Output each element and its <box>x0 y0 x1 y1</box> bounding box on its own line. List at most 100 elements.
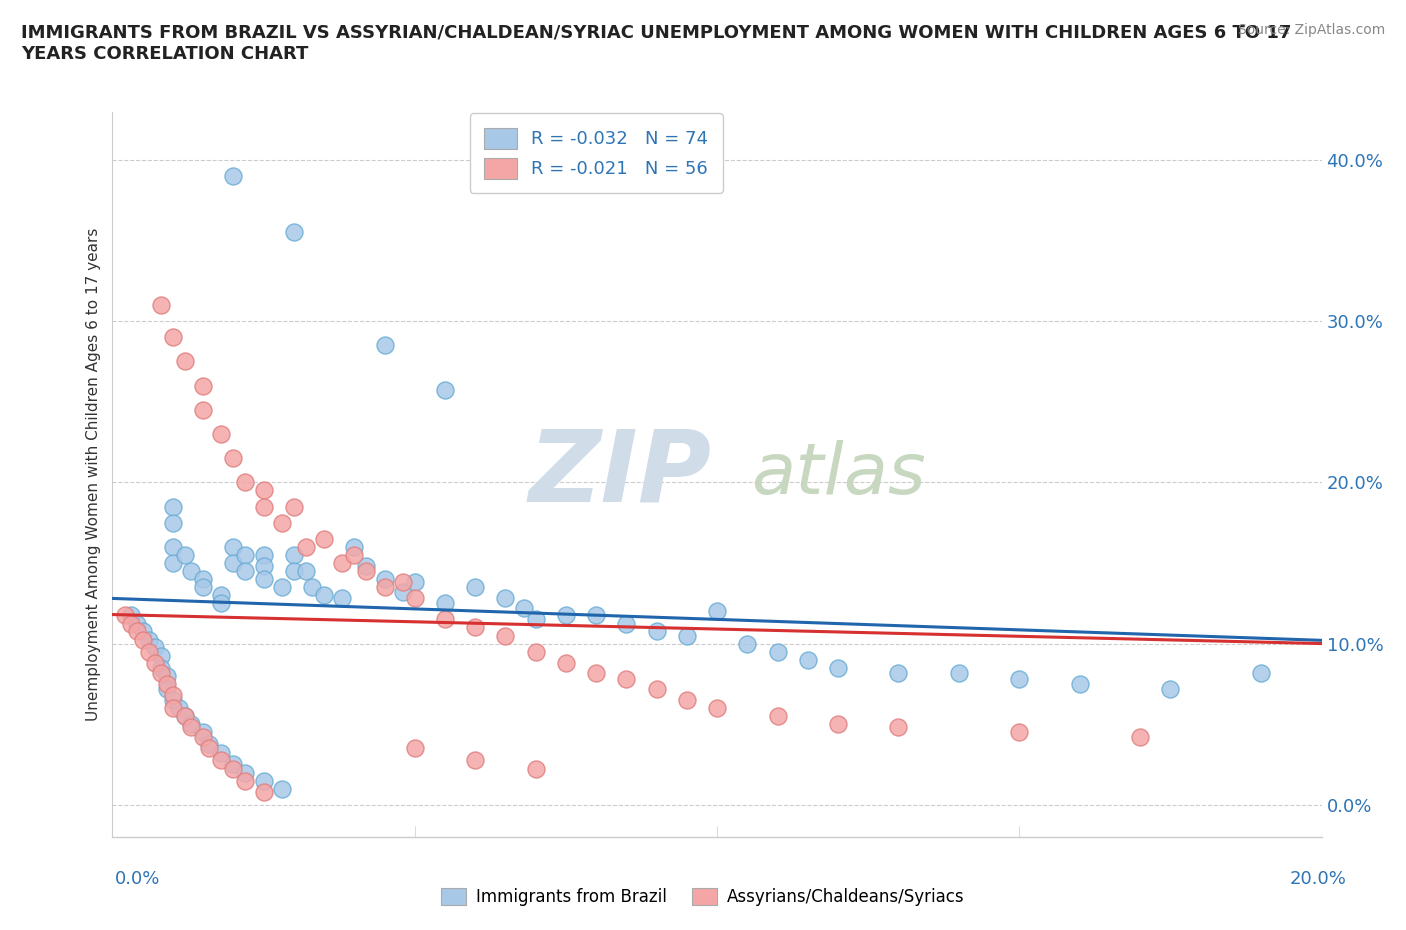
Y-axis label: Unemployment Among Women with Children Ages 6 to 17 years: Unemployment Among Women with Children A… <box>86 228 101 721</box>
Point <box>766 709 789 724</box>
Point <box>356 564 378 578</box>
Point <box>314 531 336 546</box>
Point <box>253 559 276 574</box>
Point <box>554 607 576 622</box>
Point <box>270 515 292 530</box>
Point <box>404 591 426 605</box>
Point <box>295 539 318 554</box>
Point <box>524 612 547 627</box>
Point <box>1250 665 1272 680</box>
Point <box>125 617 148 631</box>
Point <box>554 656 576 671</box>
Point <box>827 660 849 675</box>
Point <box>162 693 184 708</box>
Point <box>391 585 413 600</box>
Point <box>404 741 426 756</box>
Point <box>585 607 607 622</box>
Point <box>737 636 759 651</box>
Point <box>585 665 607 680</box>
Point <box>143 656 166 671</box>
Point <box>270 781 292 796</box>
Point <box>524 644 547 659</box>
Point <box>524 762 547 777</box>
Point <box>209 427 232 442</box>
Point <box>222 555 245 570</box>
Point <box>180 564 202 578</box>
Point <box>174 354 197 369</box>
Point <box>162 555 184 570</box>
Point <box>706 700 728 715</box>
Point <box>283 564 305 578</box>
Point <box>162 330 184 345</box>
Point <box>270 579 292 594</box>
Point <box>253 572 276 587</box>
Point <box>253 773 276 788</box>
Point <box>283 225 305 240</box>
Point <box>283 499 305 514</box>
Point <box>120 607 142 622</box>
Point <box>209 596 232 611</box>
Point <box>464 620 486 635</box>
Point <box>343 539 366 554</box>
Point <box>235 765 257 780</box>
Point <box>162 515 184 530</box>
Point <box>198 736 221 751</box>
Point <box>162 499 184 514</box>
Point <box>495 591 517 605</box>
Point <box>314 588 336 603</box>
Point <box>156 682 179 697</box>
Point <box>174 709 197 724</box>
Point <box>143 639 166 654</box>
Point <box>125 623 148 638</box>
Point <box>149 665 172 680</box>
Point <box>138 644 160 659</box>
Point <box>433 612 456 627</box>
Point <box>209 588 232 603</box>
Text: IMMIGRANTS FROM BRAZIL VS ASSYRIAN/CHALDEAN/SYRIAC UNEMPLOYMENT AMONG WOMEN WITH: IMMIGRANTS FROM BRAZIL VS ASSYRIAN/CHALD… <box>21 23 1292 41</box>
Point <box>222 762 245 777</box>
Point <box>766 644 789 659</box>
Point <box>162 700 184 715</box>
Point <box>1008 724 1031 739</box>
Point <box>675 628 697 643</box>
Point <box>235 548 257 563</box>
Point <box>356 559 378 574</box>
Text: ZIP: ZIP <box>529 426 711 523</box>
Point <box>330 555 353 570</box>
Text: Source: ZipAtlas.com: Source: ZipAtlas.com <box>1237 23 1385 37</box>
Point <box>167 700 190 715</box>
Point <box>191 572 214 587</box>
Point <box>174 548 197 563</box>
Legend: Immigrants from Brazil, Assyrians/Chaldeans/Syriacs: Immigrants from Brazil, Assyrians/Chalde… <box>434 881 972 912</box>
Point <box>464 752 486 767</box>
Text: YEARS CORRELATION CHART: YEARS CORRELATION CHART <box>21 45 308 62</box>
Point <box>283 548 305 563</box>
Point <box>1129 730 1152 745</box>
Point <box>222 539 245 554</box>
Point <box>675 693 697 708</box>
Point <box>796 652 818 667</box>
Legend: R = -0.032   N = 74, R = -0.021   N = 56: R = -0.032 N = 74, R = -0.021 N = 56 <box>470 113 723 193</box>
Point <box>191 724 214 739</box>
Point <box>191 379 214 393</box>
Point <box>827 717 849 732</box>
Point <box>180 720 202 735</box>
Point <box>645 682 668 697</box>
Text: 20.0%: 20.0% <box>1291 870 1347 887</box>
Point <box>162 687 184 702</box>
Point <box>330 591 353 605</box>
Point <box>391 575 413 590</box>
Point <box>180 717 202 732</box>
Point <box>156 669 179 684</box>
Point <box>301 579 323 594</box>
Point <box>156 676 179 691</box>
Point <box>149 649 172 664</box>
Point <box>295 564 318 578</box>
Point <box>132 623 155 638</box>
Text: atlas: atlas <box>751 440 925 509</box>
Point <box>138 633 160 648</box>
Point <box>222 451 245 466</box>
Point <box>1008 671 1031 686</box>
Point <box>616 671 638 686</box>
Point <box>253 548 276 563</box>
